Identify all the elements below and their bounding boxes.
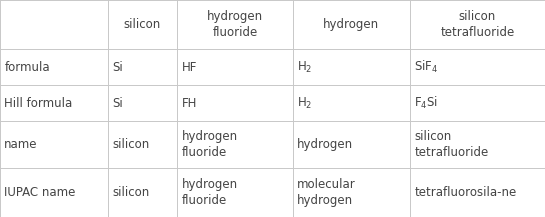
Text: HF: HF [181, 61, 197, 74]
Text: hydrogen: hydrogen [297, 138, 353, 151]
Text: Si: Si [112, 97, 123, 110]
Text: silicon
tetrafluoride: silicon tetrafluoride [440, 10, 514, 39]
Text: hydrogen
fluoride: hydrogen fluoride [181, 178, 238, 207]
Text: Hill formula: Hill formula [4, 97, 72, 110]
Text: $\mathregular{SiF}_{\mathregular{4}}$: $\mathregular{SiF}_{\mathregular{4}}$ [414, 59, 439, 76]
Text: silicon: silicon [112, 186, 149, 199]
Text: $\mathregular{H}_{\mathregular{2}}$: $\mathregular{H}_{\mathregular{2}}$ [297, 60, 312, 75]
Text: tetrafluorosila­ne: tetrafluorosila­ne [414, 186, 517, 199]
Text: name: name [4, 138, 38, 151]
Text: $\mathregular{H}_{\mathregular{2}}$: $\mathregular{H}_{\mathregular{2}}$ [297, 96, 312, 111]
Text: hydrogen: hydrogen [323, 18, 379, 31]
Text: Si: Si [112, 61, 123, 74]
Text: silicon: silicon [124, 18, 161, 31]
Text: formula: formula [4, 61, 50, 74]
Text: hydrogen
fluoride: hydrogen fluoride [207, 10, 263, 39]
Text: molecular
hydrogen: molecular hydrogen [297, 178, 356, 207]
Text: FH: FH [181, 97, 197, 110]
Text: $\mathregular{F}_{\mathregular{4}}\mathregular{Si}$: $\mathregular{F}_{\mathregular{4}}\mathr… [414, 95, 438, 111]
Text: IUPAC name: IUPAC name [4, 186, 76, 199]
Text: silicon: silicon [112, 138, 149, 151]
Text: silicon
tetrafluoride: silicon tetrafluoride [414, 130, 488, 159]
Text: hydrogen
fluoride: hydrogen fluoride [181, 130, 238, 159]
